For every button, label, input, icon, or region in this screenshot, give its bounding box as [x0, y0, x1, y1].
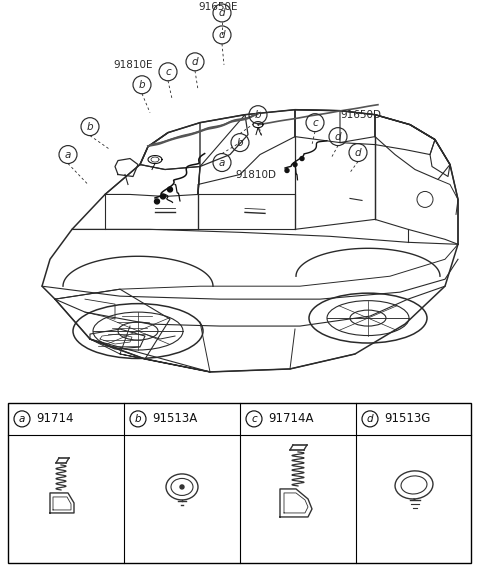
Circle shape: [160, 194, 166, 199]
Text: b: b: [237, 137, 243, 148]
Text: 91810E: 91810E: [113, 60, 153, 70]
Text: c: c: [251, 414, 257, 424]
Text: a: a: [219, 158, 225, 167]
Text: 91714A: 91714A: [268, 412, 313, 426]
Circle shape: [293, 163, 297, 167]
Text: d: d: [219, 8, 225, 18]
Text: d: d: [219, 30, 225, 40]
Text: b: b: [135, 414, 141, 424]
Text: a: a: [19, 414, 25, 424]
Text: d: d: [355, 148, 361, 158]
Text: d: d: [192, 57, 198, 67]
Text: d: d: [367, 414, 373, 424]
Text: c: c: [165, 67, 171, 77]
Text: b: b: [87, 122, 93, 132]
Text: 91650D: 91650D: [340, 110, 381, 120]
Text: b: b: [139, 80, 145, 90]
Text: b: b: [255, 110, 261, 120]
Text: 91810D: 91810D: [235, 170, 276, 179]
Text: c: c: [312, 118, 318, 128]
Text: 91513A: 91513A: [152, 412, 197, 426]
Circle shape: [180, 485, 184, 489]
Text: a: a: [65, 150, 71, 159]
Text: d: d: [335, 132, 341, 141]
Text: 91650E: 91650E: [198, 2, 238, 12]
Text: 91513G: 91513G: [384, 412, 431, 426]
Circle shape: [168, 187, 172, 192]
Circle shape: [155, 199, 159, 204]
Circle shape: [285, 168, 289, 172]
Text: 91714: 91714: [36, 412, 73, 426]
Circle shape: [300, 156, 304, 160]
